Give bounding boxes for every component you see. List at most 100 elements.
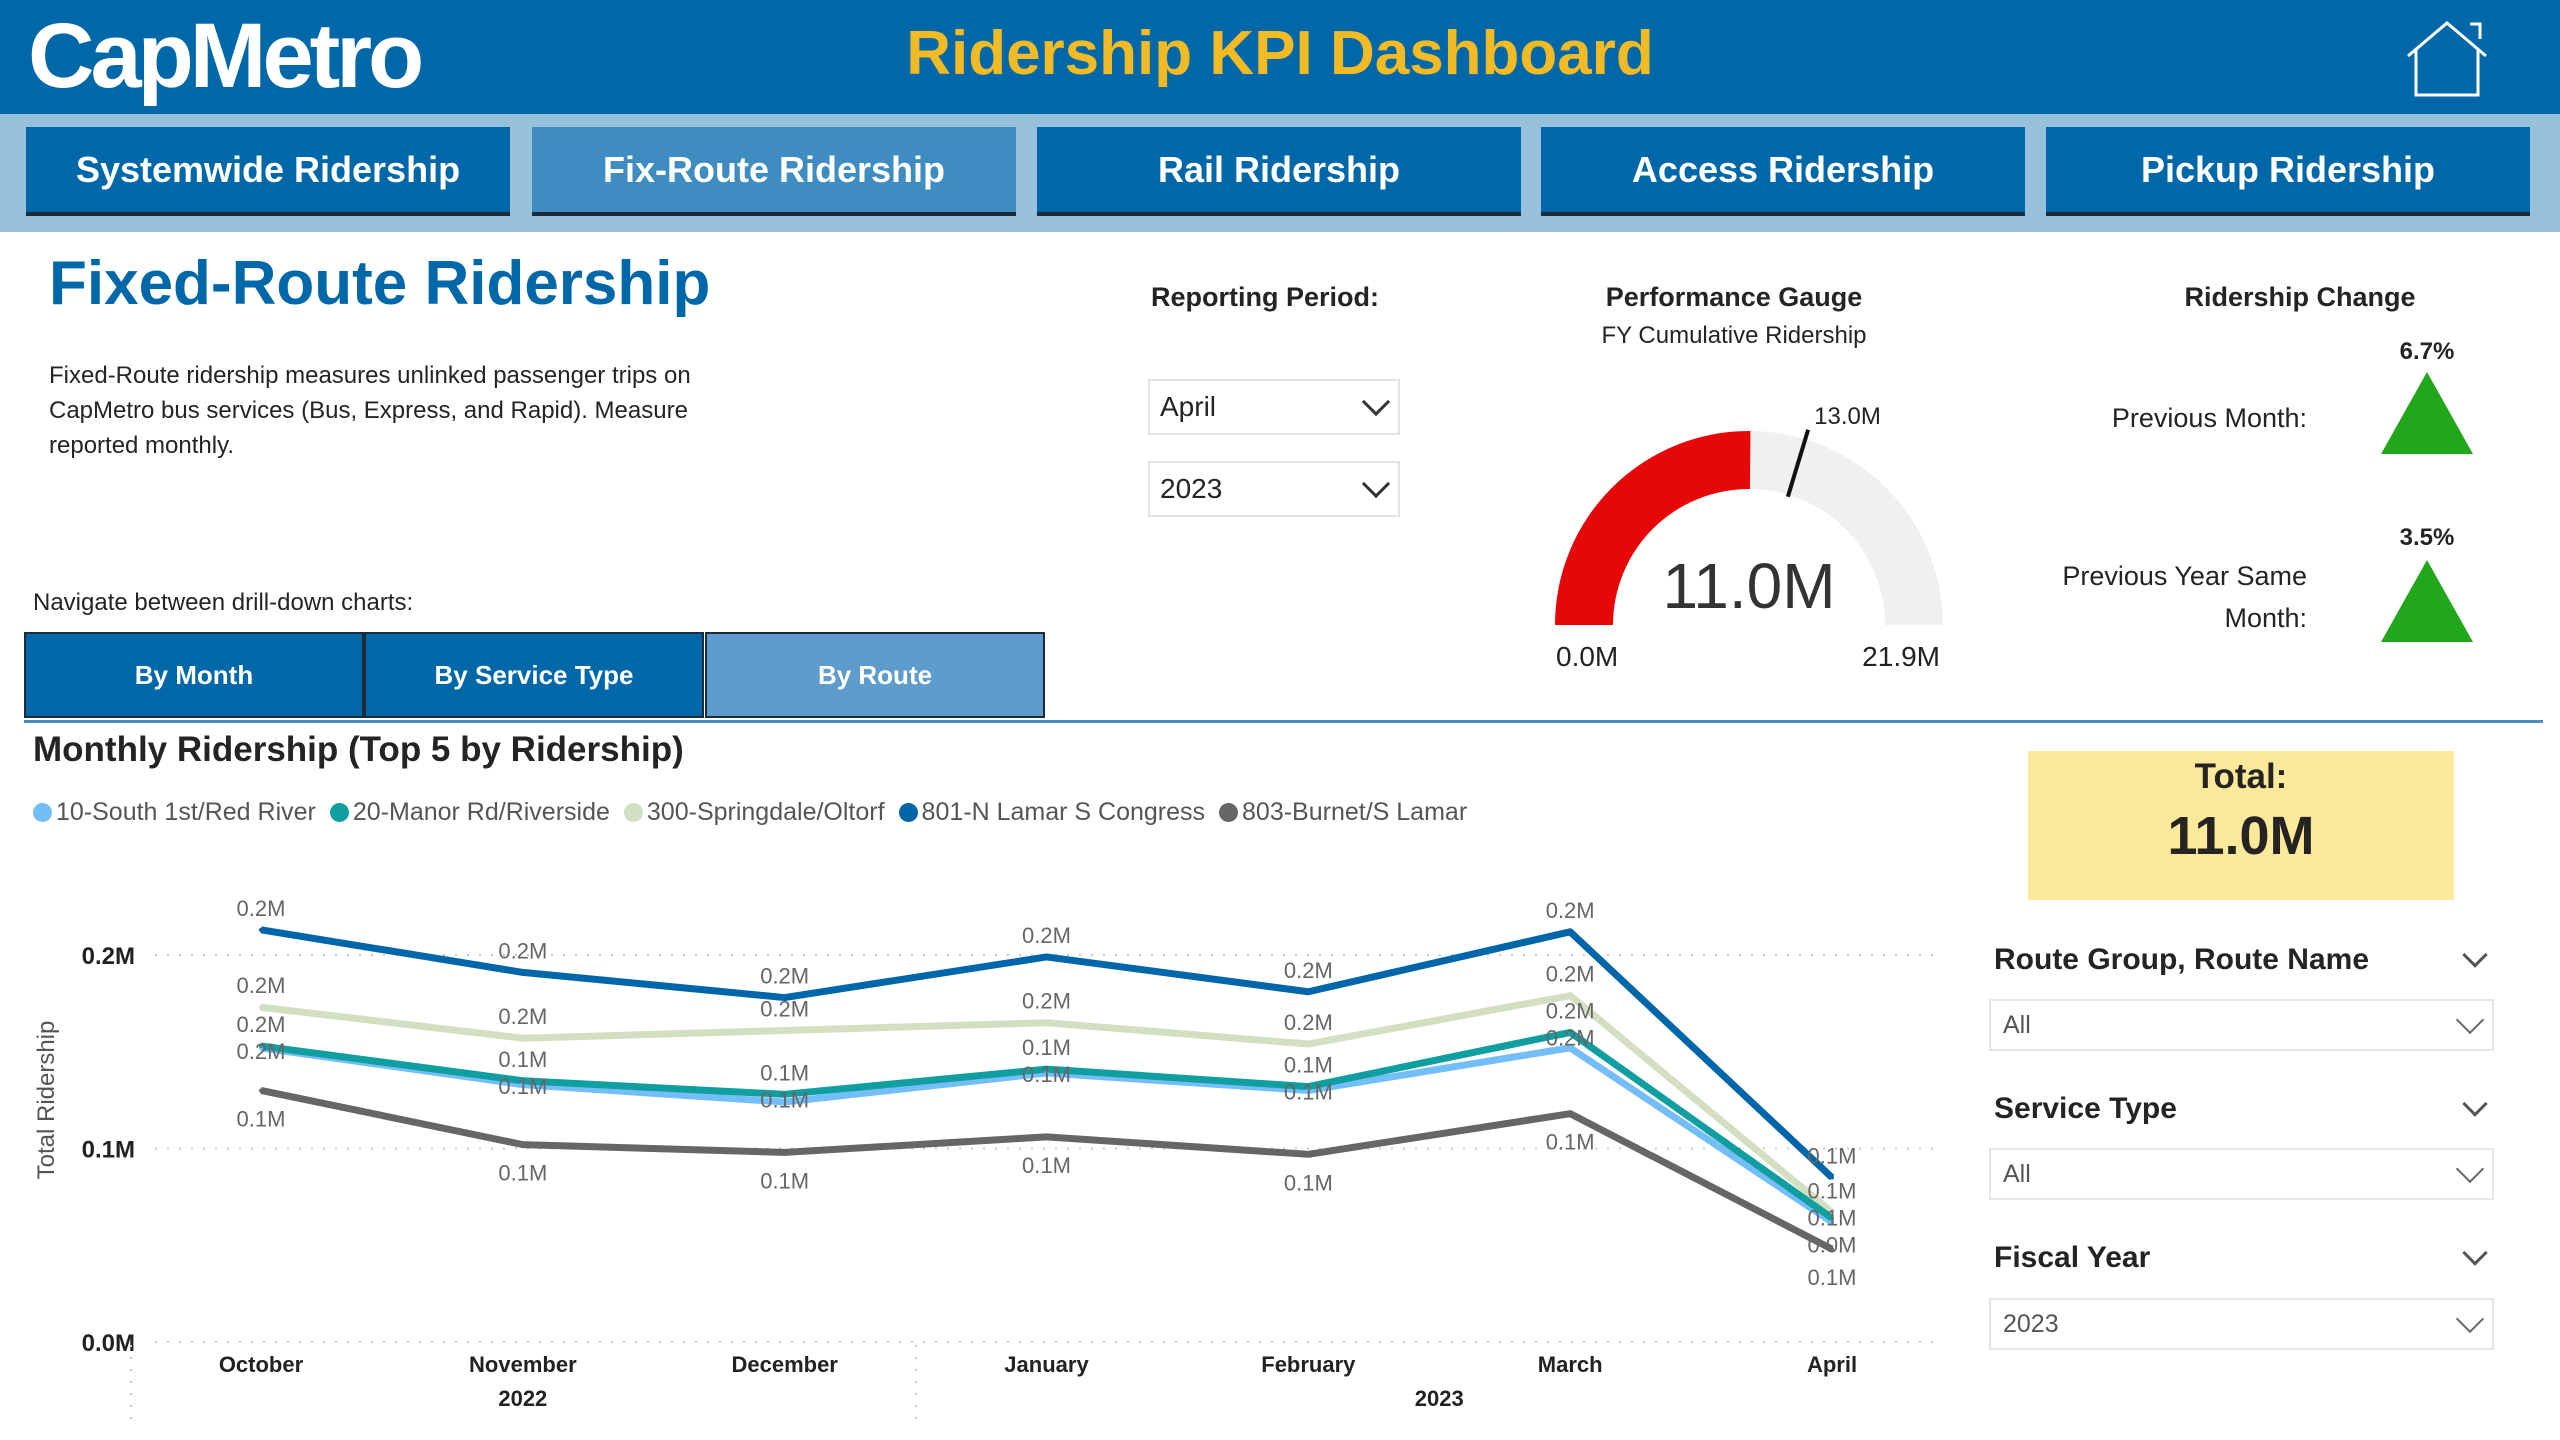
data-point [259,927,263,932]
data-label: 0.1M [1808,1178,1857,1203]
data-label: 0.1M [498,1161,547,1186]
data-label: 0.2M [237,1012,286,1037]
month-dropdown[interactable]: April [1148,379,1400,435]
total-label: Total: [2194,757,2288,796]
legend-item[interactable]: 20-Manor Rd/Riverside [329,798,610,827]
data-point [1044,1067,1049,1072]
tab-label: Systemwide Ridership [75,148,461,190]
route-slicer-dropdown[interactable]: All [1989,999,2494,1051]
chevron-down-icon[interactable] [2462,942,2488,968]
month-value: April [1160,391,1217,422]
data-point [782,1028,787,1033]
previous-year-change: 3.5% [2399,524,2455,551]
data-point [520,1082,525,1087]
button-label: By Service Type [434,659,634,690]
tab-label: Pickup Ridership [2140,148,2436,190]
data-label: 0.1M [1022,1035,1071,1060]
data-point [1306,989,1311,994]
page-description: Fixed-Route ridership measures unlinked … [49,362,691,459]
gauge-target-marker [1785,429,1811,498]
legend-label: 10-South 1st/Red River [56,798,316,826]
y-tick-label: 0.2M [82,943,135,970]
data-point [782,995,787,1000]
previous-month-label: Previous Month: [2111,403,2307,433]
data-point [1830,1220,1834,1225]
data-label: 0.2M [498,938,547,963]
y-tick-label: 0.0M [82,1330,135,1357]
chevron-down-icon [1361,387,1391,417]
year-label: 2022 [498,1386,547,1411]
x-tick-label: February [1261,1352,1356,1377]
y-axis-title: Total Ridership [33,1021,60,1180]
tab-label: Access Ridership [1631,148,1935,190]
service-type-slicer-dropdown[interactable]: All [1989,1148,2494,1200]
chevron-down-icon [2455,1304,2485,1334]
data-point [259,1043,263,1048]
x-tick-label: April [1807,1352,1857,1377]
data-point [1568,1111,1573,1116]
chevron-down-icon[interactable] [2462,1240,2488,1266]
chevron-down-icon[interactable] [2462,1091,2488,1117]
tab-label: Fix-Route Ridership [602,148,946,190]
tab-access-ridership[interactable]: Access Ridership [1541,127,2025,216]
y-tick-label: 0.1M [82,1137,135,1164]
data-label: 0.1M [760,1060,809,1085]
data-point [1306,1152,1311,1157]
data-point [1044,1134,1049,1139]
data-point [782,1100,787,1105]
year-dropdown[interactable]: 2023 [1148,461,1400,517]
fiscal-year-slicer-dropdown[interactable]: 2023 [1989,1298,2494,1350]
data-point [1044,1071,1049,1076]
tab-fix-route-ridership[interactable]: Fix-Route Ridership [532,127,1016,216]
data-point [782,1150,787,1155]
by-route-button[interactable]: By Route [705,632,1045,718]
gauge-target-label: 13.0M [1814,403,1881,430]
data-point [1568,1030,1573,1035]
legend-dot [898,803,918,822]
data-label: 0.2M [237,1039,286,1064]
legend-item[interactable]: 803-Burnet/S Lamar [1219,798,1467,827]
year-value: 2023 [1160,473,1223,504]
legend-dot [329,803,349,822]
previous-year-label-line1: Previous Year Same [2062,561,2307,591]
by-service-type-button[interactable]: By Service Type [364,632,704,718]
tab-rail-ridership[interactable]: Rail Ridership [1037,127,1521,216]
x-tick-label: March [1538,1352,1603,1377]
data-point [1830,1210,1834,1215]
gauge-subtitle: FY Cumulative Ridership [1601,322,1867,349]
data-label: 0.1M [1284,1170,1333,1195]
data-label: 0.1M [760,1168,809,1193]
header-bar [0,0,2560,114]
x-tick-label: December [731,1352,838,1377]
legend-item[interactable]: 300-Springdale/Oltorf [623,798,885,827]
up-triangle-icon [2381,560,2473,642]
ridership-change-title: Ridership Change [2184,282,2416,312]
year-label: 2023 [1415,1386,1464,1411]
data-label: 0.2M [1546,998,1595,1023]
tab-pickup-ridership[interactable]: Pickup Ridership [2046,127,2530,216]
data-label: 0.1M [1284,1080,1333,1105]
x-tick-label: January [1004,1352,1089,1377]
gauge-min-label: 0.0M [1556,641,1618,672]
capmetro-logo: CapMetro [28,5,424,107]
dashboard-title: Ridership KPI Dashboard [906,19,1654,88]
legend-label: 300-Springdale/Oltorf [646,798,885,826]
home-icon[interactable] [2404,20,2490,98]
data-label: 0.1M [1808,1205,1857,1230]
legend-item[interactable]: 10-South 1st/Red River [33,798,316,827]
legend-item[interactable]: 801-N Lamar S Congress [898,798,1205,827]
data-point [1568,993,1573,998]
tab-systemwide-ridership[interactable]: Systemwide Ridership [26,127,510,216]
chevron-down-icon [2455,1005,2485,1035]
chevron-down-icon [1361,469,1391,499]
data-label: 0.2M [1284,958,1333,983]
data-label: 0.2M [760,996,809,1021]
slicer-value: All [2003,1159,2031,1188]
data-label: 0.0M [1808,1232,1857,1257]
data-point [1830,1247,1834,1252]
data-point [520,1078,525,1083]
data-point [1568,929,1573,934]
data-point [520,970,525,975]
by-month-button[interactable]: By Month [24,632,364,718]
